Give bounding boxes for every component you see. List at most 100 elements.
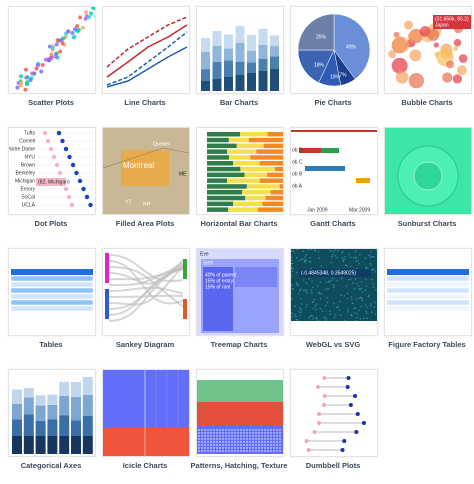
thumbnail[interactable] <box>8 369 96 457</box>
caption[interactable]: Line Charts <box>124 98 166 107</box>
caption[interactable]: Icicle Charts <box>122 461 168 470</box>
dot <box>207 444 209 446</box>
dot <box>270 432 272 434</box>
thumbnail[interactable]: ob D ob C ob B ob A Jan 2009 Mar 2009 <box>290 127 378 215</box>
caption[interactable]: Categorical Axes <box>20 461 82 470</box>
dot <box>264 438 266 440</box>
caption[interactable]: Pie Charts <box>314 98 352 107</box>
dot <box>319 298 322 300</box>
dot <box>279 438 281 440</box>
caption[interactable]: Dumbbell Plots <box>305 461 361 470</box>
dot <box>453 45 459 52</box>
caption[interactable]: Filled Area Plots <box>115 219 175 228</box>
dot <box>332 277 334 280</box>
dot <box>207 441 209 443</box>
shape <box>258 58 268 71</box>
dot <box>255 441 257 443</box>
thumb-text: SoCal <box>21 194 35 200</box>
dot <box>213 450 215 452</box>
dot <box>69 202 75 208</box>
caption[interactable]: Patterns, Hatching, Texture <box>190 461 288 470</box>
dot <box>349 256 352 259</box>
thumbnail[interactable] <box>196 6 284 94</box>
thumbnail[interactable] <box>8 6 96 94</box>
thumbnail[interactable] <box>8 248 96 336</box>
thumbnail[interactable]: Quebec Montreal ME VT NH <box>102 127 190 215</box>
dot <box>354 430 359 434</box>
dot <box>66 194 72 200</box>
dot <box>246 447 248 449</box>
dot <box>228 447 230 449</box>
caption[interactable]: Bar Charts <box>219 98 259 107</box>
shape <box>386 281 470 288</box>
dot <box>457 65 467 76</box>
dot <box>255 438 257 440</box>
caption[interactable]: WebGL vs SVG <box>305 340 361 349</box>
thumbnail[interactable] <box>102 6 190 94</box>
caption[interactable]: Bubble Charts <box>401 98 453 107</box>
dot <box>276 450 278 452</box>
dot <box>51 154 57 160</box>
dot <box>249 435 251 437</box>
shape <box>207 161 234 166</box>
dot <box>338 300 341 303</box>
dot <box>442 72 453 83</box>
dot <box>243 438 245 440</box>
thumbnail[interactable] <box>290 369 378 457</box>
shape <box>240 132 268 137</box>
dot <box>312 301 314 304</box>
shape <box>258 71 268 91</box>
dot <box>237 432 239 434</box>
dot <box>342 260 345 262</box>
dot <box>296 249 299 251</box>
shape <box>82 415 93 436</box>
dot <box>361 291 364 293</box>
thumbnail[interactable]: (-0.4845348, 0.3549025) <box>290 248 378 336</box>
dot <box>294 305 296 308</box>
thumbnail[interactable]: (31.656k, 83.2)Japan <box>384 6 472 94</box>
dot <box>70 162 76 168</box>
caption[interactable]: Horizontal Bar Charts <box>200 219 278 228</box>
thumbnail[interactable]: 25% 40% 18% 10% 7% <box>290 6 378 94</box>
dot <box>345 285 347 287</box>
dot <box>240 432 242 434</box>
caption[interactable]: Tables <box>39 340 63 349</box>
dot <box>358 309 360 312</box>
dot <box>258 432 260 434</box>
dot <box>240 435 242 437</box>
thumbnail[interactable] <box>102 369 190 457</box>
caption[interactable]: Figure Factory Tables <box>388 340 466 349</box>
dot <box>198 447 200 449</box>
dot <box>222 447 224 449</box>
dot <box>243 441 245 443</box>
caption[interactable]: Scatter Plots <box>28 98 74 107</box>
dot <box>219 447 221 449</box>
caption[interactable]: Treemap Charts <box>210 340 268 349</box>
dot <box>358 262 360 265</box>
thumbnail[interactable] <box>384 127 472 215</box>
dot <box>332 286 335 288</box>
dot <box>237 435 239 437</box>
caption[interactable]: Sunburst Charts <box>397 219 457 228</box>
thumb-text: Emory <box>21 186 36 192</box>
shape <box>386 275 470 282</box>
shape <box>224 60 233 77</box>
shape <box>228 155 251 160</box>
dot <box>237 429 239 431</box>
thumbnail[interactable] <box>384 248 472 336</box>
caption[interactable]: Sankey Diagram <box>115 340 175 349</box>
dot <box>341 251 343 254</box>
caption[interactable]: Gantt Charts <box>310 219 356 228</box>
caption[interactable]: Dot Plots <box>34 219 68 228</box>
flow <box>108 260 184 305</box>
dot <box>291 262 293 265</box>
thumb-text: 10% <box>330 74 341 80</box>
thumbnail[interactable]: Tufts Cornell Notre Dame NYU Brown Berkeley Mi… <box>8 127 96 215</box>
thumbnail[interactable] <box>196 127 284 215</box>
dot <box>207 432 209 434</box>
dot <box>351 302 354 304</box>
thumbnail[interactable] <box>196 369 284 457</box>
shape <box>71 436 81 454</box>
thumbnail[interactable] <box>102 248 190 336</box>
